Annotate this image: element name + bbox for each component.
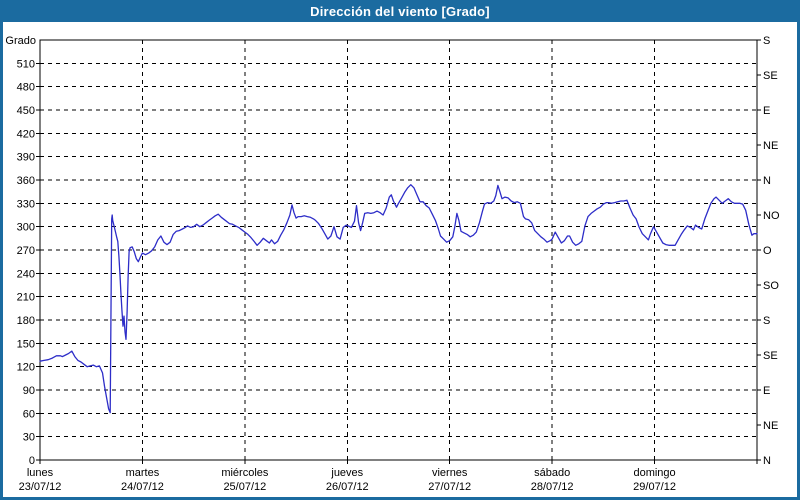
svg-text:510: 510	[17, 58, 35, 70]
svg-text:S: S	[763, 35, 770, 47]
svg-text:23/07/12: 23/07/12	[19, 481, 62, 493]
svg-text:25/07/12: 25/07/12	[223, 481, 266, 493]
svg-text:360: 360	[17, 175, 35, 187]
svg-text:480: 480	[17, 82, 35, 94]
svg-text:27/07/12: 27/07/12	[428, 481, 471, 493]
svg-text:420: 420	[17, 128, 35, 140]
y-axis-left-labels: 0 30 60 90 120 150 180 210 240 270 300 330 360 390 420…	[5, 35, 40, 467]
svg-text:NO: NO	[763, 210, 780, 222]
svg-text:210: 210	[17, 292, 35, 304]
svg-text:jueves: jueves	[330, 467, 363, 479]
svg-text:29/07/12: 29/07/12	[633, 481, 676, 493]
svg-text:E: E	[763, 105, 770, 117]
y-axis-right-labels: N NE E SE S SO O NO N NE E SE S	[757, 35, 780, 467]
svg-text:N: N	[763, 175, 771, 187]
chart-title: Dirección del viento [Grado]	[310, 3, 490, 19]
svg-text:300: 300	[17, 222, 35, 234]
svg-text:120: 120	[17, 362, 35, 374]
svg-text:NE: NE	[763, 420, 778, 432]
svg-text:0: 0	[29, 455, 35, 467]
svg-text:24/07/12: 24/07/12	[121, 481, 164, 493]
svg-text:O: O	[763, 245, 772, 257]
svg-text:450: 450	[17, 105, 35, 117]
svg-text:26/07/12: 26/07/12	[326, 481, 369, 493]
svg-text:miércoles: miércoles	[221, 467, 269, 479]
svg-text:SE: SE	[763, 350, 778, 362]
svg-text:240: 240	[17, 268, 35, 280]
svg-text:150: 150	[17, 338, 35, 350]
data-line	[39, 184, 758, 414]
svg-text:30: 30	[23, 432, 35, 444]
svg-text:martes: martes	[126, 467, 160, 479]
svg-text:28/07/12: 28/07/12	[531, 481, 574, 493]
svg-text:domingo: domingo	[633, 467, 675, 479]
chart-title-bar: Dirección del viento [Grado]	[0, 0, 800, 22]
svg-text:390: 390	[17, 152, 35, 164]
svg-text:N: N	[763, 455, 771, 467]
svg-text:S: S	[763, 315, 770, 327]
svg-text:lunes: lunes	[27, 467, 54, 479]
y-axis-unit-label: Grado	[5, 35, 36, 47]
svg-text:SE: SE	[763, 70, 778, 82]
svg-text:sábado: sábado	[534, 467, 570, 479]
svg-text:viernes: viernes	[432, 467, 468, 479]
x-axis-labels: lunes 23/07/12 martes 24/07/12 miércoles 25/0…	[19, 460, 758, 493]
svg-text:180: 180	[17, 315, 35, 327]
svg-text:90: 90	[23, 385, 35, 397]
svg-text:E: E	[763, 385, 770, 397]
y-gridlines	[40, 62, 757, 438]
svg-text:NE: NE	[763, 140, 778, 152]
svg-text:60: 60	[23, 408, 35, 420]
svg-text:270: 270	[17, 245, 35, 257]
svg-text:SO: SO	[763, 280, 779, 292]
x-gridlines	[141, 40, 656, 460]
svg-text:330: 330	[17, 198, 35, 210]
